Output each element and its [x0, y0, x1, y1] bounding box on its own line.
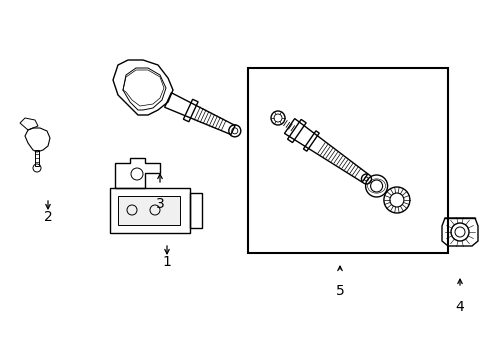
- Bar: [248, 68, 448, 253]
- Text: 4: 4: [456, 300, 465, 314]
- Bar: [118, 196, 180, 225]
- Text: 5: 5: [336, 284, 344, 298]
- Text: 3: 3: [156, 197, 164, 211]
- Text: 1: 1: [163, 255, 172, 269]
- Text: 2: 2: [44, 210, 52, 224]
- Bar: [110, 188, 190, 233]
